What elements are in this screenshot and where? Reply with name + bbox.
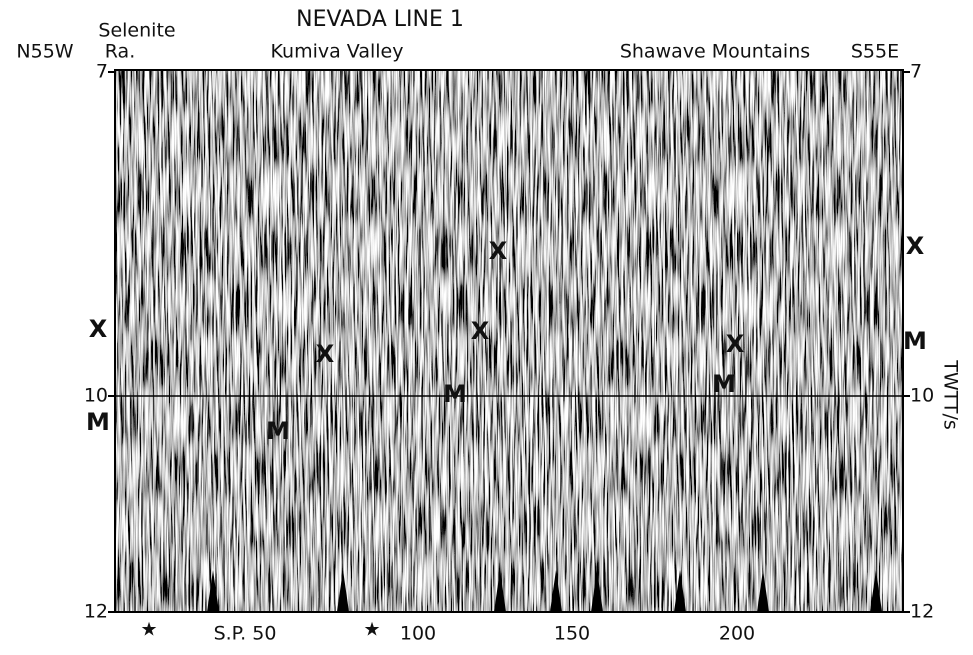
right-tick-label: 7 — [910, 61, 922, 83]
right-tick-label: 12 — [910, 601, 934, 623]
shotpoint-wedges — [207, 570, 882, 612]
star-marker: ★ — [363, 619, 380, 641]
left-direction: N55W — [16, 41, 73, 63]
wedge — [591, 570, 603, 612]
star-marker: ★ — [140, 619, 157, 641]
location: Shawave Mountains — [620, 41, 810, 63]
location: Ra. — [105, 41, 135, 63]
wedge — [550, 570, 562, 612]
shotpoint-label: 200 — [719, 623, 755, 645]
left-tick-label: 10 — [84, 385, 108, 407]
annotation: M — [712, 370, 736, 398]
right-axis-label: TWTT/s — [940, 359, 962, 430]
wedge — [674, 570, 686, 612]
left-tick-label: 7 — [96, 61, 108, 83]
right-direction: S55E — [851, 41, 899, 63]
wedge — [207, 570, 219, 612]
annotation: X — [89, 315, 108, 343]
seismic-section — [115, 70, 903, 612]
annotation: X — [471, 317, 490, 345]
annotation: M — [903, 327, 927, 355]
section-frame — [114, 69, 904, 613]
location: Selenite — [98, 20, 175, 42]
annotation: M — [443, 380, 467, 408]
location: Kumiva Valley — [271, 41, 404, 63]
title: NEVADA LINE 1 — [296, 7, 464, 32]
wedge — [870, 570, 882, 612]
right-tick-label: 10 — [910, 385, 934, 407]
shotpoint-label: S.P. 50 — [214, 623, 277, 645]
shotpoint-label: 150 — [554, 623, 590, 645]
left-tick-label: 12 — [84, 601, 108, 623]
wedge — [494, 570, 506, 612]
annotation: X — [726, 330, 745, 358]
annotation: X — [906, 232, 925, 260]
wedge — [337, 570, 349, 612]
shotpoint-label: 100 — [400, 623, 436, 645]
annotation: X — [316, 340, 335, 368]
annotation: M — [266, 417, 290, 445]
wedge — [757, 570, 769, 612]
annotation: M — [86, 408, 110, 436]
annotation: X — [489, 237, 508, 265]
